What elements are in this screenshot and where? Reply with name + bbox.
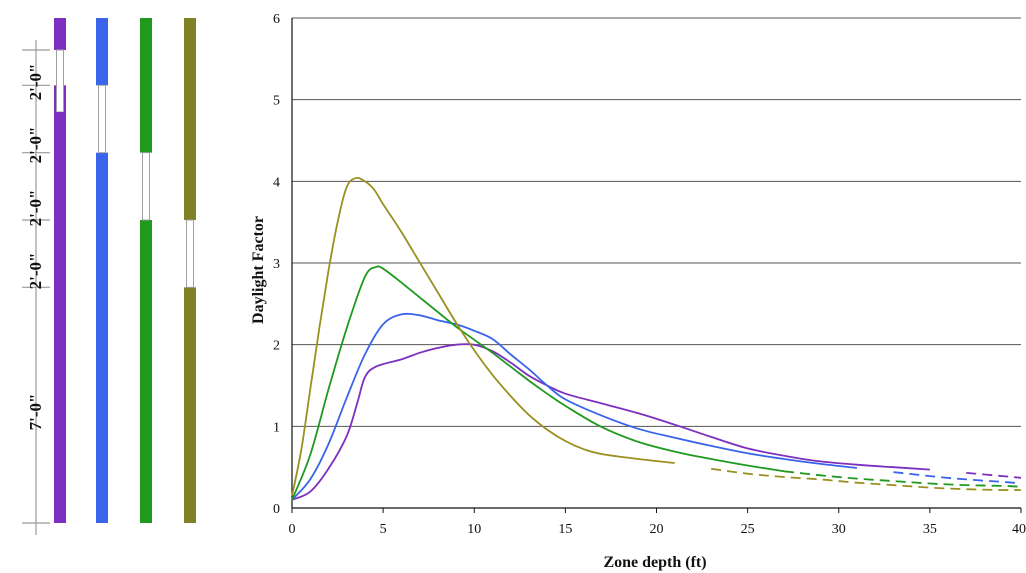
window-opening: [142, 152, 150, 221]
x-tick-label: 5: [380, 522, 387, 537]
dimension-ticks: [22, 49, 50, 524]
wall-section-2: [96, 18, 108, 523]
series-4: [291, 176, 1022, 496]
x-tick-label: 35: [923, 522, 937, 537]
section-diagram: 2'-0" 2'-0" 2'-0" 2'-0" 7'-0": [22, 18, 196, 535]
y-tick-label: 5: [273, 94, 280, 109]
y-tick-labels: 0 1 2 3 4 5 6: [273, 12, 280, 517]
y-tick-label: 2: [273, 339, 280, 354]
wall-solid-lower: [54, 112, 66, 523]
wall-solid-upper: [96, 18, 108, 86]
gridlines: [292, 17, 1021, 427]
series-line-dashed: [966, 472, 1022, 479]
window-opening: [186, 219, 194, 288]
window-opening: [56, 49, 64, 113]
x-tick-label: 10: [467, 522, 481, 537]
wall-solid-lower: [96, 152, 108, 523]
x-axis-label: Zone depth (ft): [603, 554, 706, 571]
y-tick-label: 0: [273, 502, 280, 517]
wall-solid-lower: [140, 220, 152, 523]
dimension-label-4: 2'-0": [26, 253, 45, 290]
x-tick-label: 30: [832, 522, 846, 537]
axes: [291, 18, 1022, 513]
dimension-label-5: 7'-0": [26, 394, 45, 431]
series-3: [291, 265, 1022, 501]
y-tick-label: 1: [273, 420, 280, 435]
x-tick-label: 0: [289, 522, 296, 537]
series-line-solid: [291, 176, 675, 496]
daylight-factor-chart: 0 1 2 3 4 5 6 0 5 10 15 20 25 30 35 40 Zone depth (ft)…: [250, 12, 1026, 571]
x-tick-label: 15: [558, 522, 572, 537]
dimension-label-2: 2'-0": [26, 127, 45, 164]
wall-solid-lower: [184, 287, 196, 523]
wall-sections: [54, 18, 196, 523]
y-tick-label: 3: [273, 257, 280, 272]
series-line-dashed: [784, 470, 1022, 488]
x-tick-label: 25: [741, 522, 755, 537]
wall-solid-upper: [184, 18, 196, 220]
series-line-solid: [291, 265, 785, 501]
wall-section-4: [184, 18, 196, 523]
series-line-dashed: [711, 467, 1022, 491]
x-tick-label: 40: [1012, 522, 1026, 537]
y-axis-label: Daylight Factor: [250, 216, 267, 324]
series-2: [291, 312, 1022, 501]
x-tick-labels: 0 5 10 15 20 25 30 35 40: [289, 522, 1026, 537]
series-line-dashed: [893, 471, 1022, 485]
x-tick-label: 20: [650, 522, 664, 537]
series-1: [291, 343, 1022, 501]
dimension-label-3: 2'-0": [26, 190, 45, 227]
y-tick-label: 6: [273, 12, 280, 27]
dimension-labels: 2'-0" 2'-0" 2'-0" 2'-0" 7'-0": [26, 64, 45, 431]
series-line-solid: [291, 312, 858, 501]
series-lines: [291, 176, 1022, 501]
window-opening: [98, 84, 106, 154]
wall-solid-upper: [140, 18, 152, 153]
dimension-label-1: 2'-0": [26, 64, 45, 101]
wall-solid-upper: [54, 18, 66, 50]
y-tick-label: 4: [273, 175, 280, 190]
wall-section-1: [54, 18, 66, 523]
wall-section-3: [140, 18, 152, 523]
series-line-solid: [291, 343, 930, 501]
